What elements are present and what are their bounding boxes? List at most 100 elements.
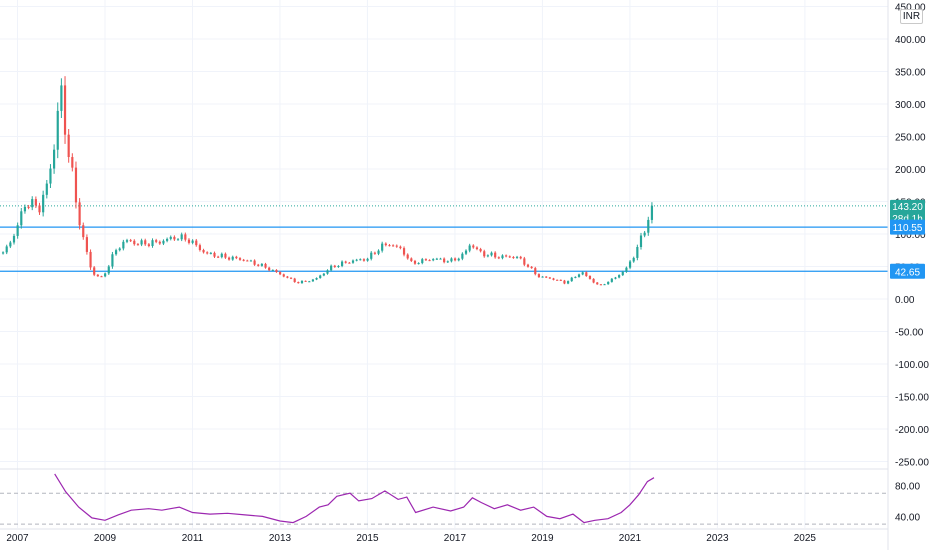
candle-body — [585, 272, 588, 276]
candle-body — [191, 240, 194, 243]
candle-body — [264, 263, 267, 268]
candle-body — [67, 134, 70, 158]
candle-body — [282, 274, 285, 277]
candle-body — [515, 256, 519, 258]
candle-body — [93, 267, 96, 275]
candle-body — [38, 205, 41, 213]
candle-body — [636, 246, 639, 258]
candle-body — [31, 199, 34, 208]
candle-body — [373, 252, 376, 254]
candle-body — [220, 253, 223, 258]
y-tick-label: 250.00 — [895, 133, 926, 144]
candle-body — [475, 247, 479, 250]
candle-body — [71, 157, 74, 168]
candle-body — [490, 252, 493, 256]
candle-body — [184, 234, 187, 240]
candle-body — [610, 278, 613, 282]
candle-body — [27, 206, 30, 208]
candle-body — [23, 206, 27, 212]
candle-body — [209, 252, 212, 254]
candle-body — [249, 260, 253, 262]
candle-body — [453, 258, 457, 261]
candle-body — [111, 254, 114, 267]
candle-body — [494, 252, 497, 258]
candle-body — [304, 280, 307, 282]
candle-body — [519, 256, 522, 259]
candle-body — [16, 225, 19, 236]
candle-body — [147, 244, 150, 246]
horizontal-levels — [0, 205, 888, 272]
candle-body — [224, 253, 227, 258]
candle-body — [60, 85, 63, 111]
candle-body — [559, 279, 562, 281]
candle-body — [628, 261, 632, 268]
candle-body — [483, 251, 486, 257]
y-tick-label: -50.00 — [895, 328, 924, 339]
candle-body — [497, 257, 500, 259]
candle-body — [235, 256, 238, 259]
candle-body — [574, 276, 577, 278]
candle-body — [166, 238, 169, 241]
candle-body — [133, 240, 136, 245]
candle-body — [195, 240, 198, 246]
candle-body — [541, 276, 544, 278]
candle-body — [315, 277, 318, 280]
candle-body — [206, 252, 209, 254]
candle-body — [486, 255, 489, 257]
candle-body — [621, 271, 624, 276]
candle-body — [202, 250, 205, 253]
candle-body — [388, 245, 391, 247]
x-tick-label: 2011 — [182, 533, 204, 544]
x-tick-label: 2023 — [706, 533, 729, 544]
candle-body — [435, 258, 438, 260]
currency-label: INR — [900, 9, 923, 24]
candle-body — [508, 256, 511, 258]
candle-body — [169, 236, 172, 239]
candle-body — [114, 250, 118, 255]
candle-body — [333, 265, 336, 268]
candle-body — [530, 266, 533, 269]
y-tick-label: -100.00 — [895, 360, 929, 371]
candle-body — [213, 252, 216, 257]
x-tick-label: 2025 — [794, 533, 817, 544]
candle-body — [468, 245, 471, 251]
candle-body — [570, 277, 573, 282]
candle-body — [545, 276, 548, 278]
candle-body — [260, 263, 263, 266]
candle-body — [596, 282, 599, 285]
candle-body — [242, 259, 245, 261]
candle-body — [322, 273, 325, 276]
candle-body — [439, 258, 442, 260]
candle-body — [180, 234, 183, 240]
candle-body — [9, 242, 12, 247]
candle-body — [53, 149, 56, 169]
candle-body — [501, 255, 504, 259]
candle-body — [308, 281, 311, 283]
candle-body — [534, 268, 537, 275]
candle-body — [311, 279, 315, 282]
candle-body — [118, 248, 121, 251]
last-price-value: 143.20 — [892, 202, 923, 213]
candle-body — [650, 205, 654, 220]
candle-body — [381, 243, 384, 251]
candle-body — [457, 258, 460, 261]
candle-body — [173, 236, 176, 240]
candle-body — [384, 243, 387, 246]
y-tick-label: -200.00 — [895, 425, 929, 436]
candle-body — [340, 261, 344, 266]
candle-body — [297, 282, 300, 284]
candle-body — [450, 258, 453, 262]
candle-body — [45, 183, 48, 195]
candle-body — [523, 258, 526, 265]
candle-body — [253, 260, 256, 265]
candle-body — [187, 239, 191, 243]
candle-body — [607, 281, 610, 285]
candle-body — [563, 280, 566, 284]
rsi-y-tick-label: 80.00 — [895, 481, 920, 492]
grid-lines — [0, 0, 888, 528]
candle-body — [428, 260, 431, 262]
